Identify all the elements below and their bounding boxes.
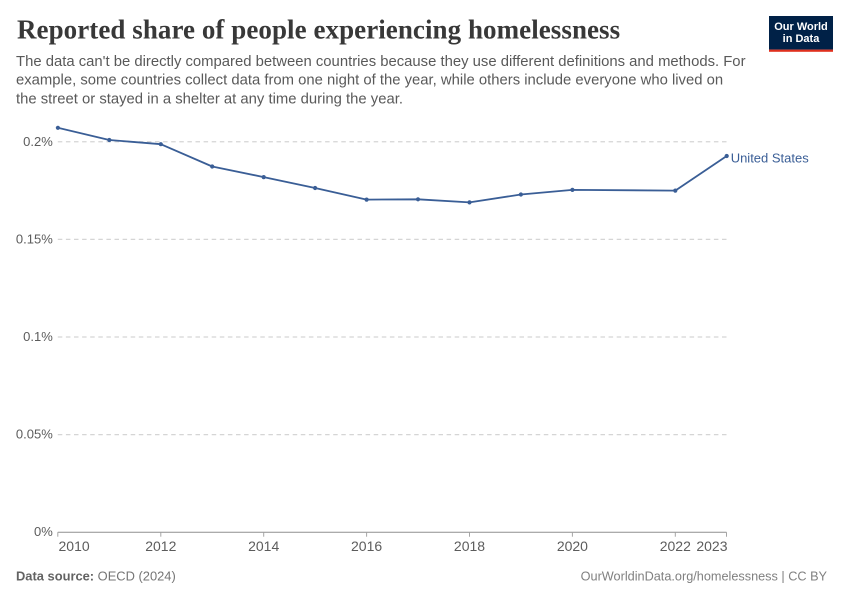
svg-text:Reported share of people exper: Reported share of people experiencing ho… <box>17 15 620 45</box>
svg-text:2018: 2018 <box>454 538 485 554</box>
svg-text:0%: 0% <box>34 524 53 539</box>
svg-text:2020: 2020 <box>557 538 588 554</box>
svg-text:0.05%: 0.05% <box>16 427 53 442</box>
svg-text:2010: 2010 <box>59 538 90 554</box>
svg-text:Data source: OECD (2024): Data source: OECD (2024) <box>16 569 176 584</box>
svg-text:2023: 2023 <box>696 538 727 554</box>
svg-text:0.1%: 0.1% <box>23 329 53 344</box>
svg-text:2012: 2012 <box>145 538 176 554</box>
svg-text:example, some countries collec: example, some countries collect data fro… <box>16 73 723 89</box>
svg-text:United States: United States <box>731 150 810 165</box>
svg-text:2014: 2014 <box>248 538 279 554</box>
svg-text:0.2%: 0.2% <box>23 134 53 149</box>
svg-text:the street or stayed in a shel: the street or stayed in a shelter at any… <box>16 91 403 107</box>
svg-text:in Data: in Data <box>783 33 821 45</box>
svg-text:0.15%: 0.15% <box>16 231 53 246</box>
svg-text:The data can't be directly com: The data can't be directly compared betw… <box>16 54 746 70</box>
svg-text:2022: 2022 <box>660 538 691 554</box>
svg-text:OurWorldinData.org/homelessnes: OurWorldinData.org/homelessness | CC BY <box>581 570 828 584</box>
svg-text:2016: 2016 <box>351 538 382 554</box>
svg-text:Our World: Our World <box>774 21 828 33</box>
